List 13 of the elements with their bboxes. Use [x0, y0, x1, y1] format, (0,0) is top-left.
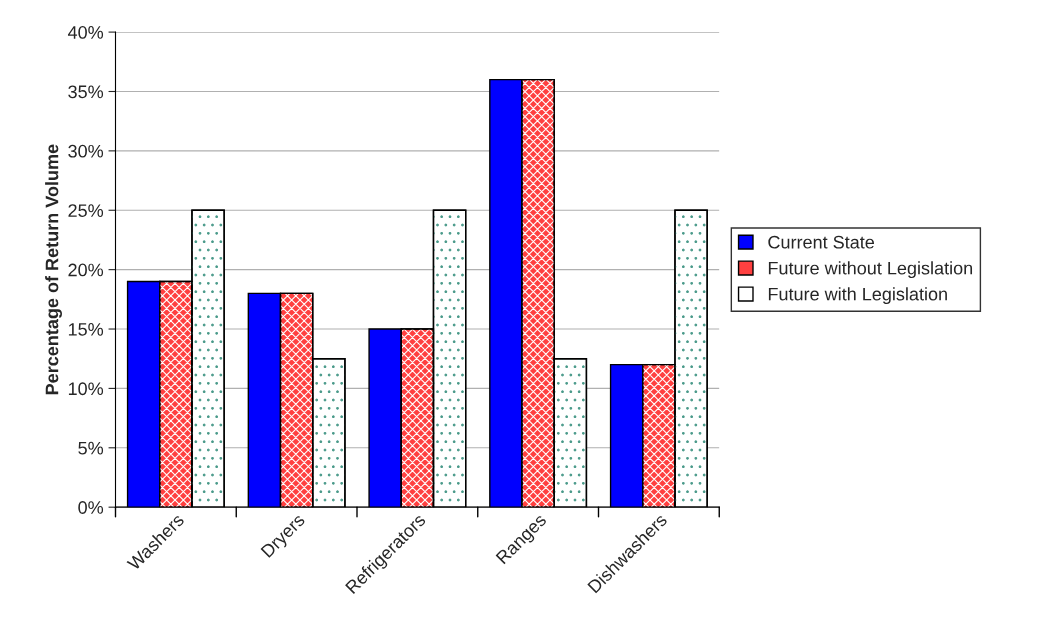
- y-tick-label: 5%: [78, 441, 104, 455]
- y-tick-label: 25%: [68, 204, 104, 217]
- y-tick-label: 35%: [68, 85, 104, 99]
- legend-label: Current State: [768, 235, 875, 249]
- y-tick-label: 10%: [68, 382, 104, 396]
- legend-label: Future without Legislation: [768, 261, 973, 279]
- y-tick-label: 20%: [68, 263, 104, 277]
- y-tick-label: 30%: [68, 144, 104, 158]
- y-tick-label: 40%: [67, 26, 104, 39]
- y-tick-label: 15%: [68, 323, 104, 336]
- legend-label: Future with Legislation: [768, 287, 947, 305]
- y-axis-title: Percentage of Return Volume: [45, 144, 62, 395]
- y-tick-label: 0%: [78, 501, 104, 514]
